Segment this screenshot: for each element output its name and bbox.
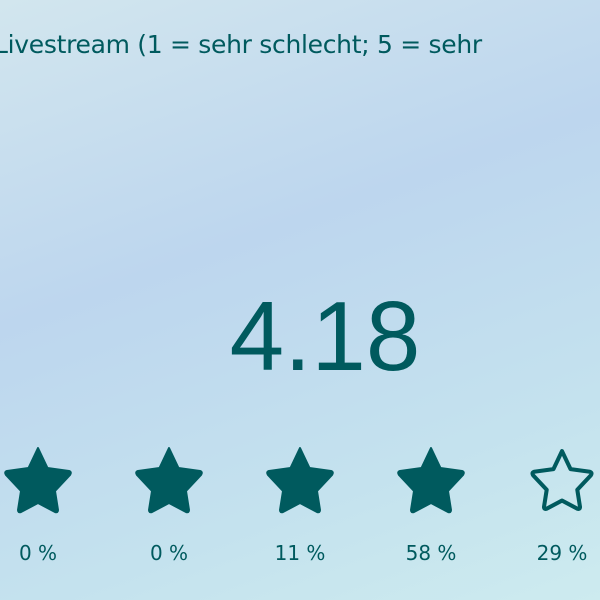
question-title: Livestream (1 = sehr schlecht; 5 = sehr [0, 30, 482, 59]
star-filled-icon [135, 447, 203, 514]
star-filled-icon [4, 447, 72, 514]
star-outline-icon [530, 449, 594, 511]
star-3-percent: 11 % [274, 541, 326, 565]
star-5-percent: 29 % [536, 541, 588, 565]
star-filled-icon [266, 447, 334, 514]
average-rating: 4.18 [229, 281, 421, 391]
star-1-percent: 0 % [18, 541, 58, 565]
star-filled-icon [397, 447, 465, 514]
star-4-percent: 58 % [405, 541, 457, 565]
star-2-percent: 0 % [149, 541, 189, 565]
